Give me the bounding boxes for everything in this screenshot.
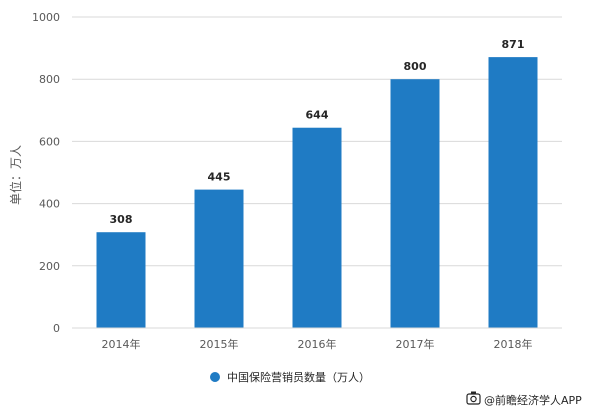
bar [390,79,440,328]
legend: 中国保险营销员数量（万人） [210,370,370,384]
legend-label: 中国保险营销员数量（万人） [227,370,370,384]
bar [194,189,244,328]
x-tick-label: 2016年 [298,337,337,351]
y-axis-title: 单位：万人 [8,145,23,205]
bar [292,127,342,328]
data-labels: 308 445 644 800 871 [110,38,525,226]
data-label: 800 [404,60,427,73]
x-tick-label: 2015年 [200,337,239,351]
y-tick-label: 800 [39,73,60,86]
y-tick-label: 600 [39,135,60,148]
camera-icon [466,391,481,405]
data-label: 871 [502,38,525,51]
y-tick-label: 200 [39,260,60,273]
data-label: 308 [110,213,133,226]
x-axis-ticks: 2014年 2015年 2016年 2017年 2018年 [102,337,533,351]
y-tick-label: 400 [39,198,60,211]
y-axis-ticks: 0 200 400 600 800 1000 [32,11,60,335]
bars [96,57,538,329]
y-tick-label: 0 [53,322,60,335]
x-tick-label: 2017年 [396,337,435,351]
footer: @前瞻经济学人APP [466,391,582,407]
x-tick-label: 2014年 [102,337,141,351]
data-label: 445 [208,171,231,184]
x-tick-label: 2018年 [494,337,533,351]
bar [488,57,538,329]
footer-text: @前瞻经济学人APP [484,393,582,407]
bar [96,232,146,328]
data-label: 644 [306,109,329,122]
y-tick-label: 1000 [32,11,60,24]
legend-marker [210,372,220,382]
